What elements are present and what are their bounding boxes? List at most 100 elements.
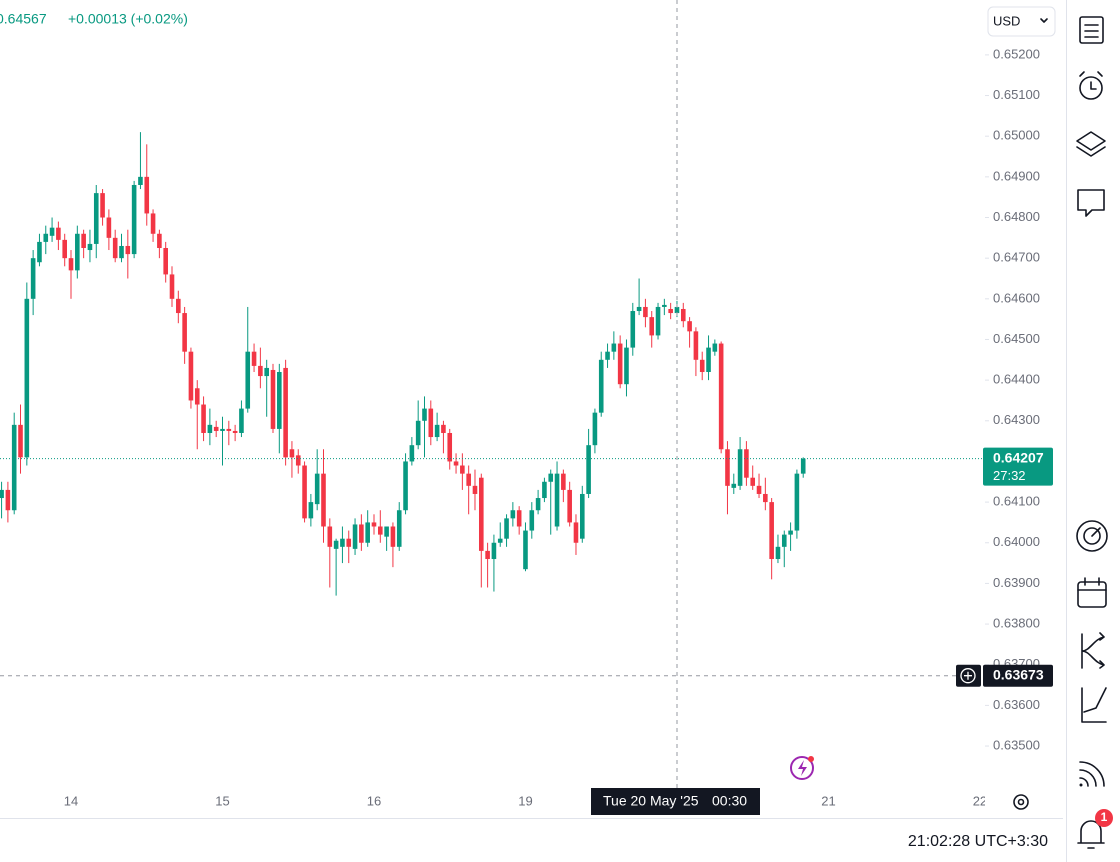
candle-body (769, 502, 774, 560)
candle-body (504, 518, 509, 539)
lightning-button[interactable] (790, 756, 814, 780)
header-change: +0.00013 (+0.02%) (68, 11, 188, 27)
currency-label: USD (993, 13, 1020, 28)
candle-body (352, 524, 358, 549)
candle-body (649, 317, 655, 336)
candle-body (378, 526, 383, 535)
candle-body (611, 343, 617, 352)
candle-body (567, 489, 572, 523)
y-tick-label: 0.64500 (993, 331, 1040, 346)
candle-body (43, 233, 49, 242)
candle-body (30, 258, 36, 299)
price-scale: 0.65200 0.65100 0.65000 0.64900 0.64800 0.647… (985, 46, 1040, 752)
streams-button[interactable] (1079, 761, 1105, 787)
settings-button[interactable] (1013, 794, 1029, 810)
candle-body (403, 461, 408, 511)
candle-body (794, 473, 800, 531)
layers-button[interactable] (1076, 131, 1106, 157)
ideas-button[interactable] (1076, 520, 1108, 552)
candle-body (554, 473, 560, 527)
candle-body (371, 522, 377, 527)
candle-body (302, 465, 307, 519)
candle-body (579, 493, 585, 539)
candle-body (150, 213, 156, 234)
crosshair-date-label: Tue 20 May '25 (603, 793, 699, 809)
candle-body (415, 420, 421, 446)
candle-body (510, 510, 516, 519)
candle-body (800, 458, 806, 474)
candle-body (157, 233, 162, 249)
y-tick-label: 0.65200 (993, 46, 1040, 61)
candle-body (346, 538, 352, 547)
candle-body (321, 473, 326, 527)
x-tick-label: 22 (973, 793, 987, 808)
candle-body (447, 432, 453, 462)
candle-body (396, 510, 402, 547)
candle-body (283, 367, 288, 458)
candle-body (37, 241, 42, 263)
candle-body (295, 455, 301, 466)
chat-button[interactable] (1077, 189, 1105, 217)
candle-body (529, 510, 535, 531)
y-tick-label: 0.64700 (993, 250, 1040, 265)
x-tick-label: 14 (64, 793, 78, 808)
candle-body (516, 510, 522, 527)
candle-body (586, 445, 591, 494)
candle-body (18, 424, 23, 458)
candle-body (636, 306, 642, 312)
candle-body (264, 367, 269, 377)
candle-body (232, 430, 238, 433)
candle-body (239, 408, 244, 433)
candle-body (478, 477, 484, 551)
alerts-button[interactable] (1079, 71, 1103, 100)
y-tick-label: 0.64800 (993, 209, 1040, 224)
candle-body (535, 498, 541, 511)
candle-body (194, 388, 200, 405)
candle-body (548, 473, 554, 482)
candle-body (144, 176, 150, 214)
candle-body (466, 473, 471, 486)
watchlist-button[interactable] (1079, 16, 1104, 44)
candle-body (737, 449, 743, 486)
candle-body (561, 473, 566, 490)
header-price: 0.64567 (0, 11, 47, 27)
candle-body (712, 343, 718, 352)
currency-select[interactable] (987, 6, 1056, 37)
candle-body (188, 351, 194, 401)
candle-body (428, 408, 434, 438)
drawing-button[interactable] (1081, 687, 1107, 723)
candle-body (693, 331, 699, 360)
y-tick-label: 0.64000 (993, 534, 1040, 549)
candle-body (258, 365, 263, 377)
candle-body (24, 298, 30, 458)
clock: 21:02:28 UTC+3:30 (908, 833, 1048, 850)
candle-body (62, 239, 67, 259)
candle-body (365, 522, 370, 543)
crosshair-price-box (983, 664, 1053, 687)
candle-body (744, 449, 749, 478)
crosshair-plus-sign (964, 671, 972, 680)
last-price-label: 0.64207 (993, 449, 1044, 465)
calendar-button[interactable] (1077, 577, 1107, 608)
candle-body (422, 408, 427, 421)
candle-body (213, 426, 219, 431)
candle-body (163, 248, 168, 275)
candle-body (176, 298, 181, 314)
notifications-button[interactable] (1077, 820, 1105, 849)
candle-body (119, 245, 124, 259)
candle-body (169, 274, 175, 299)
candle-body (327, 526, 333, 547)
candle-body (460, 465, 465, 474)
candle-body (624, 347, 629, 385)
candle-body (11, 424, 17, 511)
candle-body (763, 493, 768, 503)
candle-body (485, 550, 490, 560)
y-tick-label: 0.64400 (993, 372, 1040, 387)
x-tick-label: 21 (821, 793, 835, 808)
candle-body (756, 485, 762, 494)
ai-button[interactable] (1081, 632, 1105, 669)
candle-body (390, 526, 396, 547)
candle-body (112, 237, 118, 259)
candle-body (472, 485, 478, 494)
last-price-box (983, 447, 1053, 486)
